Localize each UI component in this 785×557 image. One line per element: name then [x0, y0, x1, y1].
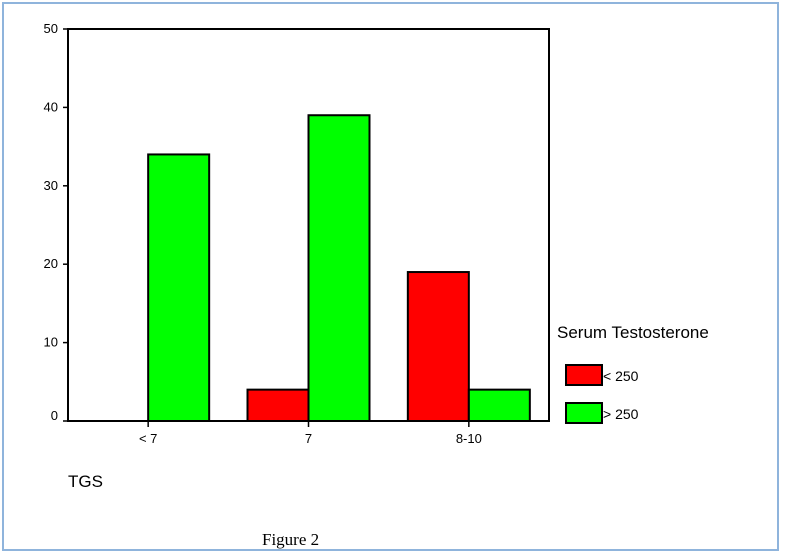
x-tick-label: 7: [305, 431, 312, 446]
legend-title: Serum Testosterone: [557, 323, 709, 342]
legend-label-0: < 250: [603, 368, 639, 384]
y-tick-label: 10: [44, 335, 58, 350]
y-tick-label: 0: [51, 408, 58, 423]
legend-label-1: > 250: [603, 406, 639, 422]
x-tick-label: 8-10: [456, 431, 482, 446]
x-axis: < 7 7 8-10: [139, 421, 482, 446]
bar-over-250-2: [469, 390, 530, 421]
y-tick-label: 30: [44, 178, 58, 193]
y-tick-label: 20: [44, 256, 58, 271]
bars: [148, 115, 530, 421]
bar-under-250-2: [408, 272, 469, 421]
bar-under-250-1: [248, 390, 309, 421]
x-axis-label: TGS: [68, 472, 103, 491]
y-tick-label: 40: [44, 99, 58, 114]
legend-swatch-1: [566, 403, 602, 423]
legend: < 250 > 250: [566, 365, 639, 423]
bar-over-250-0: [148, 154, 209, 421]
y-tick-label: 50: [44, 21, 58, 36]
y-axis: 0 10 20 30 40 50: [44, 21, 68, 423]
bar-over-250-1: [309, 115, 370, 421]
legend-swatch-0: [566, 365, 602, 385]
figure-caption: Figure 2: [262, 530, 319, 549]
x-tick-label: < 7: [139, 431, 157, 446]
